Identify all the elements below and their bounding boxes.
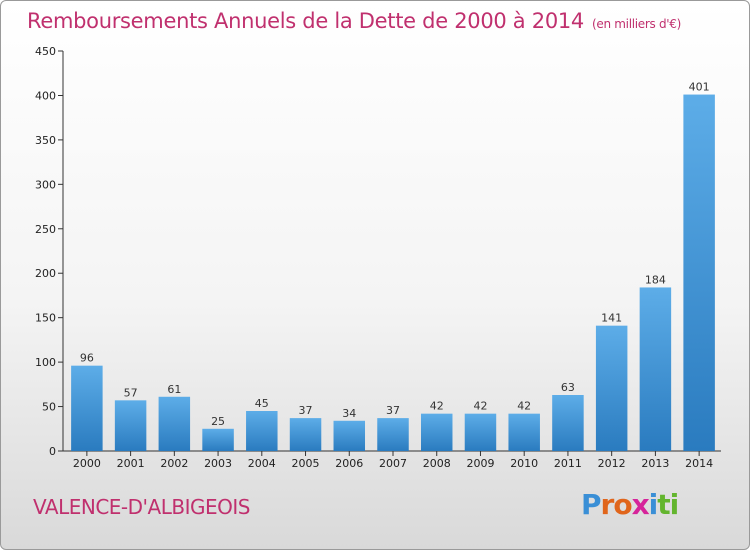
bar-value-label: 61 [167, 383, 181, 396]
y-tick-label: 50 [42, 401, 56, 414]
bar-value-label: 57 [124, 386, 138, 399]
x-tick-label: 2002 [160, 457, 188, 470]
bar-2008 [420, 413, 453, 451]
y-tick-label: 350 [35, 134, 56, 147]
x-tick-label: 2010 [510, 457, 538, 470]
y-tick-label: 250 [35, 223, 56, 236]
x-tick-label: 2006 [335, 457, 363, 470]
x-tick-label: 2007 [379, 457, 407, 470]
logo-letter: i [648, 488, 659, 521]
chart-title-text: Remboursements Annuels de la Dette de 20… [27, 9, 584, 33]
logo-letter: o [613, 488, 632, 521]
bar-value-label: 34 [342, 407, 356, 420]
proxiti-logo[interactable]: Proxiti [581, 488, 680, 521]
bar-value-label: 42 [473, 400, 487, 413]
bar-2003 [202, 428, 234, 451]
bar-2006 [333, 420, 366, 451]
y-tick-label: 300 [35, 178, 56, 191]
bar-value-label: 42 [430, 400, 444, 413]
x-tick-label: 2008 [423, 457, 451, 470]
bar-2007 [377, 418, 409, 451]
bar-2013 [639, 287, 672, 451]
bar-value-label: 96 [80, 352, 94, 365]
y-tick-label: 200 [35, 267, 56, 280]
bar-2002 [158, 396, 191, 451]
x-tick-label: 2000 [73, 457, 101, 470]
y-tick-label: 100 [35, 356, 56, 369]
bar-2000 [71, 365, 103, 451]
chart-unit: (en milliers d'€) [592, 17, 682, 31]
bar-2012 [595, 325, 628, 451]
bar-2011 [552, 395, 584, 451]
bar-value-label: 63 [561, 381, 575, 394]
y-tick-label: 450 [35, 45, 56, 58]
bar-2005 [289, 418, 322, 451]
logo-letter: x [631, 488, 650, 521]
logo-letter: i [669, 488, 680, 521]
x-axis-ticks: 2000 2001 2002 2003 2004 2005 2006 2007 2008 2009… [73, 451, 713, 470]
logo-letter: P [581, 488, 602, 521]
y-tick-label: 0 [49, 445, 56, 458]
bar-2004 [246, 411, 278, 451]
x-tick-label: 2009 [466, 457, 494, 470]
logo-letter: r [600, 488, 615, 521]
x-tick-label: 2003 [204, 457, 232, 470]
bar-value-label: 184 [645, 273, 666, 286]
bar-value-label: 37 [299, 404, 313, 417]
bar-value-label: 141 [601, 312, 622, 325]
bar-value-label: 37 [386, 404, 400, 417]
bar-value-label: 42 [517, 400, 531, 413]
y-axis-ticks: 0 50 100 150 200 250 300 350 400 450 [35, 45, 63, 458]
y-tick-label: 150 [35, 312, 56, 325]
x-tick-label: 2012 [598, 457, 626, 470]
bar-2001 [114, 400, 147, 451]
bar-2009 [464, 413, 497, 451]
bars: 96 57 61 25 45 37 34 37 42 42 42 63 141 184 401 [71, 81, 715, 452]
bar-value-label: 45 [255, 397, 269, 410]
x-tick-label: 2013 [641, 457, 669, 470]
x-tick-label: 2004 [248, 457, 276, 470]
x-tick-label: 2001 [117, 457, 145, 470]
logo-letter: t [657, 488, 670, 521]
x-tick-label: 2005 [292, 457, 320, 470]
commune-name: VALENCE-D'ALBIGEOIS [33, 495, 250, 519]
chart-title: Remboursements Annuels de la Dette de 20… [27, 9, 681, 33]
bar-value-label: 25 [211, 415, 225, 428]
x-tick-label: 2011 [554, 457, 582, 470]
x-tick-label: 2014 [685, 457, 713, 470]
bar-value-label: 401 [689, 81, 710, 94]
y-tick-label: 400 [35, 89, 56, 102]
bar-2010 [508, 413, 540, 451]
bar-2014 [683, 94, 715, 452]
